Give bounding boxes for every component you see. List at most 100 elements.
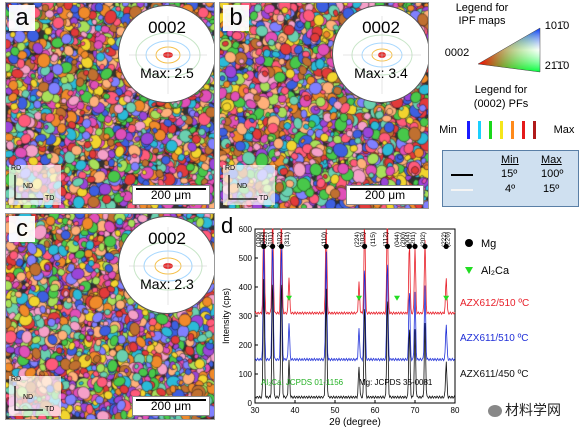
pf-legend-title-1: Legend for — [474, 84, 528, 96]
peak-index-label: (200) — [400, 232, 407, 247]
peak-index-label: (004) — [404, 232, 411, 247]
scale-bar-a: 200 μm — [132, 185, 210, 205]
table-row1-max: 100º — [541, 168, 564, 180]
pf-contour-swatch — [467, 121, 470, 139]
ebsd-panel-a: a 0002 Max: 2.5 RD ND TD 200 μm — [5, 2, 215, 209]
y-tick-label: 500 — [239, 254, 253, 263]
mg-peak-marker — [412, 243, 418, 249]
table-row1-min: 15º — [501, 168, 518, 180]
axis-td-label: TD — [45, 195, 55, 202]
panel-label-a: a — [9, 5, 35, 31]
peak-index-label: (112) — [382, 232, 389, 247]
peak-index-label: (044) — [394, 232, 401, 247]
xrd-series-line — [254, 279, 456, 400]
pf-contour-swatch — [489, 121, 492, 139]
xrd-series-line — [254, 228, 456, 316]
pole-figure-max-b: Max: 3.4 — [354, 65, 408, 81]
pf-legend-max: Max — [553, 124, 575, 136]
axis-rd-label: RD — [225, 165, 236, 172]
xrd-ylabel: Intensity (cps) — [221, 288, 231, 344]
x-tick-label: 80 — [451, 406, 460, 415]
jcpds-al2ca: Al₂Ca: JCPDS 01-1156 — [261, 378, 344, 387]
pole-figure-max-a: Max: 2.5 — [140, 65, 194, 81]
pole-figure-contours-a — [129, 16, 207, 94]
scale-bar-c: 200 μm — [132, 396, 210, 416]
watermark: 材料学网 — [488, 400, 561, 420]
panel-label-b: b — [223, 5, 249, 31]
pf-contour-swatch — [533, 121, 536, 139]
mg-peak-marker — [362, 243, 368, 249]
y-tick-label: 600 — [239, 225, 253, 234]
sample-axes-c: RD ND TD — [9, 376, 61, 416]
axis-rd-label: RD — [11, 165, 22, 172]
ipf-legend-title-2: IPF maps — [458, 15, 506, 27]
peak-index-label: (102) — [276, 232, 283, 247]
table-max-header: Max — [541, 154, 562, 166]
y-tick-label: 200 — [239, 341, 253, 350]
pf-contour-swatches — [467, 121, 536, 139]
pf-contour-swatch — [522, 121, 525, 139]
axis-td-label: TD — [259, 195, 269, 202]
panel-label-c: c — [9, 216, 35, 242]
al2ca-peak-marker — [286, 295, 292, 301]
y-tick-label: 400 — [239, 283, 253, 292]
pf-legend-title-2: (0002) PFs — [473, 98, 529, 110]
al2ca-peak-marker — [356, 295, 362, 301]
pole-figure-a: 0002 Max: 2.5 — [118, 5, 214, 103]
al2ca-peak-marker — [394, 295, 400, 301]
mg-peak-marker — [443, 243, 449, 249]
al2ca-peak-marker — [443, 295, 450, 301]
table-row2-max: 15º — [543, 183, 560, 195]
peak-index-label: (202) — [420, 232, 427, 247]
x-tick-label: 40 — [291, 406, 300, 415]
y-tick-label: 0 — [248, 399, 253, 408]
peak-index-label: (110) — [321, 232, 328, 247]
xrd-panel: d 0 100 200 300 400 500 600 30 40 50 60 70 80 (100)(… — [219, 213, 579, 427]
peak-index-label: (224) — [354, 232, 361, 247]
pole-figure-max-c: Max: 2.3 — [140, 276, 194, 292]
peak-index-label: (115) — [370, 232, 377, 247]
scale-bar-b: 200 μm — [346, 185, 424, 205]
axis-nd-label: ND — [23, 394, 34, 401]
xrd-xlabel: 2θ (degree) — [329, 417, 381, 427]
mg-legend-marker — [465, 239, 473, 247]
mg-peak-marker — [384, 243, 390, 249]
mg-peak-marker — [261, 243, 267, 249]
table-min-header: Min — [501, 154, 519, 166]
ebsd-panel-b: b 0002 Max: 3.4 RD ND TD 200 μm — [219, 2, 429, 209]
jcpds-mg: Mg: JCPDS 35-0081 — [359, 378, 433, 387]
pf-contour-swatch — [478, 121, 481, 139]
x-tick-label: 30 — [251, 406, 260, 415]
series-label-azx612-510: AZX612/510 ºC — [460, 298, 529, 309]
axis-td-label: TD — [45, 406, 55, 413]
axis-nd-label: ND — [23, 183, 34, 190]
peak-index-label: (002) — [259, 232, 266, 247]
lagb-line-swatch — [451, 189, 473, 191]
wechat-icon — [488, 405, 502, 418]
pf-contour-swatch — [500, 121, 503, 139]
x-tick-label: 70 — [411, 406, 420, 415]
sample-axes-a: RD ND TD — [9, 165, 61, 205]
axis-nd-label: ND — [237, 183, 248, 190]
ebsd-panel-c: c 0002 Max: 2.3 RD ND TD 200 μm — [5, 213, 215, 420]
pole-figure-c: 0002 Max: 2.3 — [118, 216, 214, 314]
peak-index-label: (222) — [441, 232, 448, 247]
table-row2-min: 4º — [505, 183, 516, 195]
mg-peak-marker — [422, 243, 428, 249]
hagb-line-swatch — [451, 174, 473, 176]
mg-legend-label: Mg — [481, 238, 496, 250]
xrd-series-line — [254, 241, 456, 362]
pf-contour-swatch — [511, 121, 514, 139]
axis-rd-label: RD — [11, 376, 22, 383]
mg-peak-marker — [406, 243, 412, 249]
ipf-legend-title-1: Legend for — [455, 2, 509, 14]
pole-figure-contours-b — [343, 16, 421, 94]
ipf-color-triangle — [477, 27, 541, 73]
x-tick-label: 60 — [371, 406, 380, 415]
mg-peak-marker — [323, 243, 329, 249]
pf-legend-min: Min — [439, 124, 457, 136]
al2ca-legend-marker — [465, 267, 473, 274]
peak-index-label: (101) — [268, 232, 275, 247]
sample-axes-b: RD ND TD — [223, 165, 275, 205]
